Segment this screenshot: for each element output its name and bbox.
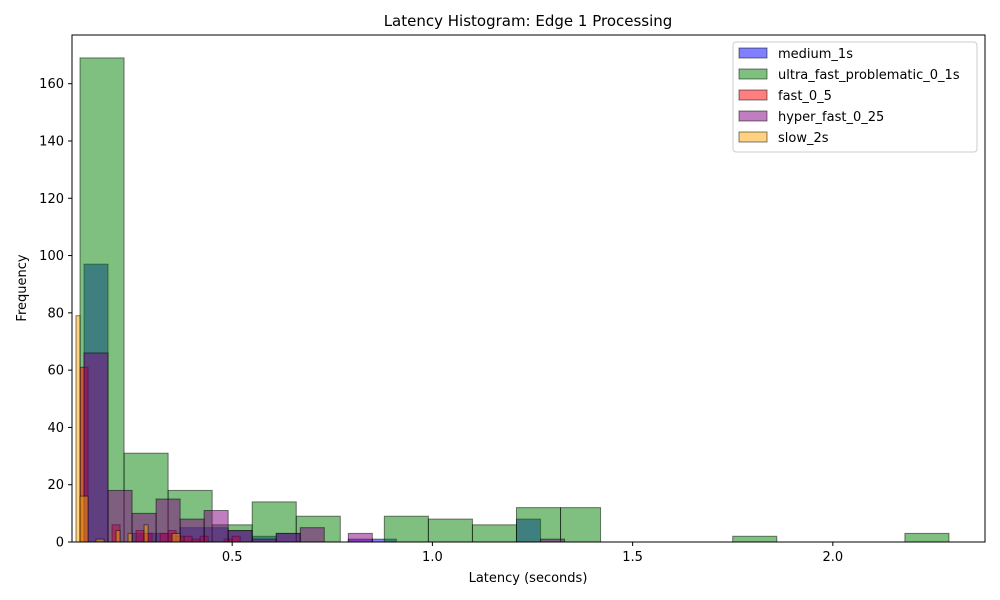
histogram-bar [904,532,950,543]
x-tick-label: 2.0 [822,550,843,565]
legend-swatch [738,110,768,122]
y-tick-label: 160 [39,77,64,92]
y-tick-label: 20 [47,478,64,493]
histogram-bar [732,535,778,543]
histogram-bar [299,527,325,543]
y-tick-label: 40 [47,421,64,436]
histogram-bar [515,507,562,543]
x-axis-label: Latency (seconds) [469,571,588,586]
y-tick-label: 120 [39,192,64,207]
legend-label: slow_2s [778,131,829,146]
histogram-bar [75,315,81,543]
chart-legend: medium_1s ultra_fast_problematic_0_1sfast… [732,41,978,153]
x-tick-label: 0.5 [222,550,243,565]
histogram-bar [171,532,181,543]
x-tick-label: 1.5 [622,550,643,565]
histogram-bar [471,524,517,543]
y-axis-label: Frequency [15,254,30,321]
legend-box [732,41,978,153]
legend-label: hyper_fast_0_25 [778,110,884,125]
legend-swatch [738,131,768,143]
chart-title: Latency Histogram: Edge 1 Processing [384,12,673,30]
histogram-bar [275,532,301,543]
legend-label: fast_0_5 [778,89,832,104]
legend-label: ultra_fast_problematic_0_1s [778,68,960,83]
y-tick-label: 0 [56,536,64,551]
histogram-bar [427,518,473,543]
histogram-bar [127,532,133,543]
x-tick-label: 1.0 [422,550,443,565]
histogram-bar [560,507,602,543]
histogram-bar [79,495,89,543]
histogram-bar [227,530,253,543]
x-axis-ticks: 0.5 1.0 1.5 2.0 [222,542,843,565]
histogram-bar [203,509,229,543]
plot-frame [71,34,986,543]
y-tick-label: 60 [47,364,64,379]
histogram-bar [143,524,149,543]
histogram-bar [383,515,429,543]
legend-swatch [738,47,768,59]
histogram-bar [347,532,373,543]
legend-swatch [738,89,768,101]
histogram-bar [179,518,205,543]
legend-swatch [738,68,768,80]
histogram-bar [115,530,121,543]
legend-label: medium_1s [778,47,853,62]
y-tick-label: 80 [47,306,64,321]
y-axis-ticks: 0 20 40 60 80 100 120 140 160 [39,77,72,551]
y-tick-label: 100 [39,249,64,264]
y-tick-label: 140 [39,134,64,149]
